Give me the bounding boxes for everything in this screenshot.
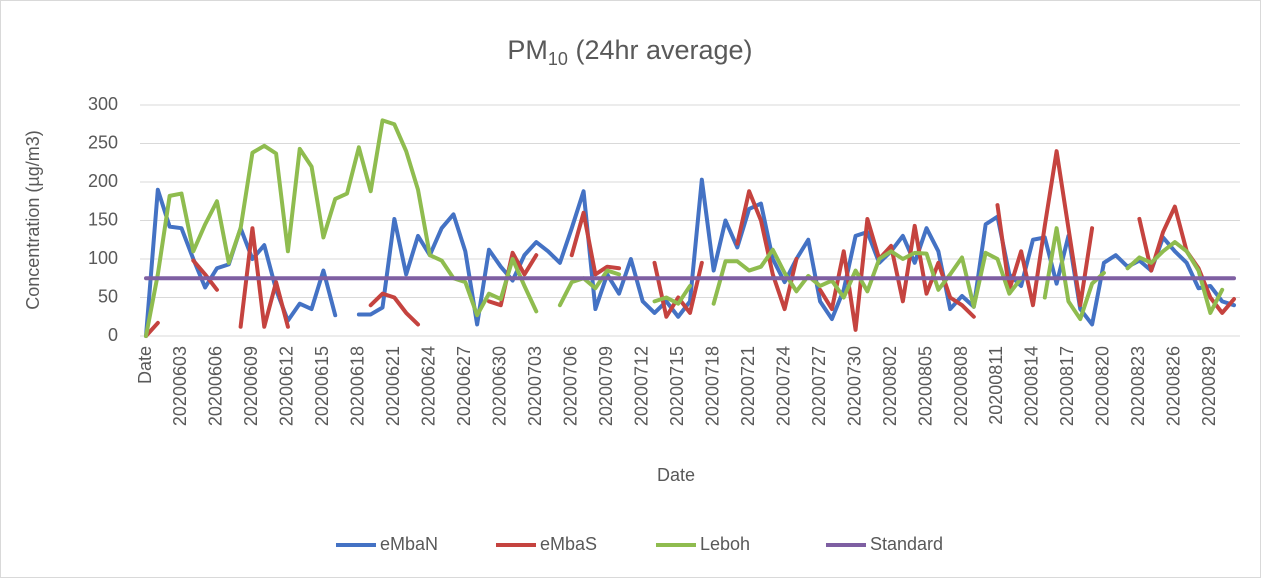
x-tick-label: 20200829 xyxy=(1199,346,1219,426)
x-tick-label: 20200817 xyxy=(1057,346,1077,426)
x-tick-label: 20200808 xyxy=(951,346,971,426)
x-tick-label: 20200712 xyxy=(631,346,651,426)
x-tick-label: 20200624 xyxy=(419,346,439,426)
x-tick-label: 20200718 xyxy=(702,346,722,426)
x-tick-label: 20200727 xyxy=(809,346,829,426)
y-tick-label: 100 xyxy=(88,248,118,268)
series-line xyxy=(144,149,1236,338)
x-tick-label: 20200618 xyxy=(348,346,368,426)
legend-item: eMbaS xyxy=(496,534,597,554)
x-tick-label: 20200612 xyxy=(277,346,297,426)
x-tick-label: Date xyxy=(135,346,155,384)
y-tick-label: 50 xyxy=(98,286,118,306)
y-tick-label: 250 xyxy=(88,132,118,152)
x-tick-label: 20200703 xyxy=(525,346,545,426)
y-tick-label: 300 xyxy=(88,94,118,114)
x-tick-label: 20200811 xyxy=(986,346,1006,425)
x-tick-label: 20200823 xyxy=(1128,346,1148,426)
chart-title: PM10 (24hr average) xyxy=(507,35,752,69)
x-tick-label: 20200709 xyxy=(596,346,616,426)
x-tick-label: 20200630 xyxy=(490,346,510,426)
x-tick-label: 20200627 xyxy=(454,346,474,426)
x-tick-label: 20200814 xyxy=(1022,346,1042,426)
title-sub: 10 xyxy=(548,49,568,69)
x-axis-title: Date xyxy=(657,465,695,485)
y-tick-label: 150 xyxy=(88,209,118,229)
x-tick-label: 20200730 xyxy=(844,346,864,426)
x-tick-label: 20200603 xyxy=(170,346,190,426)
x-tick-label: 20200606 xyxy=(206,346,226,426)
legend-label: eMbaN xyxy=(380,534,438,554)
x-tick-label: 20200802 xyxy=(880,346,900,426)
title-rest: (24hr average) xyxy=(568,35,753,65)
legend-label: Leboh xyxy=(700,534,750,554)
title-main: PM xyxy=(507,35,548,65)
legend-item: Standard xyxy=(826,534,943,554)
y-tick-label: 200 xyxy=(88,171,118,191)
x-tick-label: 20200805 xyxy=(915,346,935,426)
x-tick-label: 20200609 xyxy=(241,346,261,426)
legend-item: Leboh xyxy=(656,534,750,554)
y-tick-label: 0 xyxy=(108,325,118,345)
legend-label: Standard xyxy=(870,534,943,554)
x-tick-label: 20200715 xyxy=(667,346,687,426)
y-axis-title: Concentration (µg/m3) xyxy=(23,130,43,309)
x-tick-label: 20200721 xyxy=(738,346,758,426)
legend-item: eMbaN xyxy=(336,534,438,554)
series-line xyxy=(144,118,1225,338)
x-tick-label: 20200706 xyxy=(560,346,580,426)
legend-label: eMbaS xyxy=(540,534,597,554)
x-tick-label: 20200826 xyxy=(1164,346,1184,426)
x-tick-label: 20200724 xyxy=(773,346,793,426)
x-tick-label: 20200820 xyxy=(1093,346,1113,426)
x-tick-label: 20200615 xyxy=(312,346,332,426)
x-tick-label: 20200621 xyxy=(383,346,403,426)
